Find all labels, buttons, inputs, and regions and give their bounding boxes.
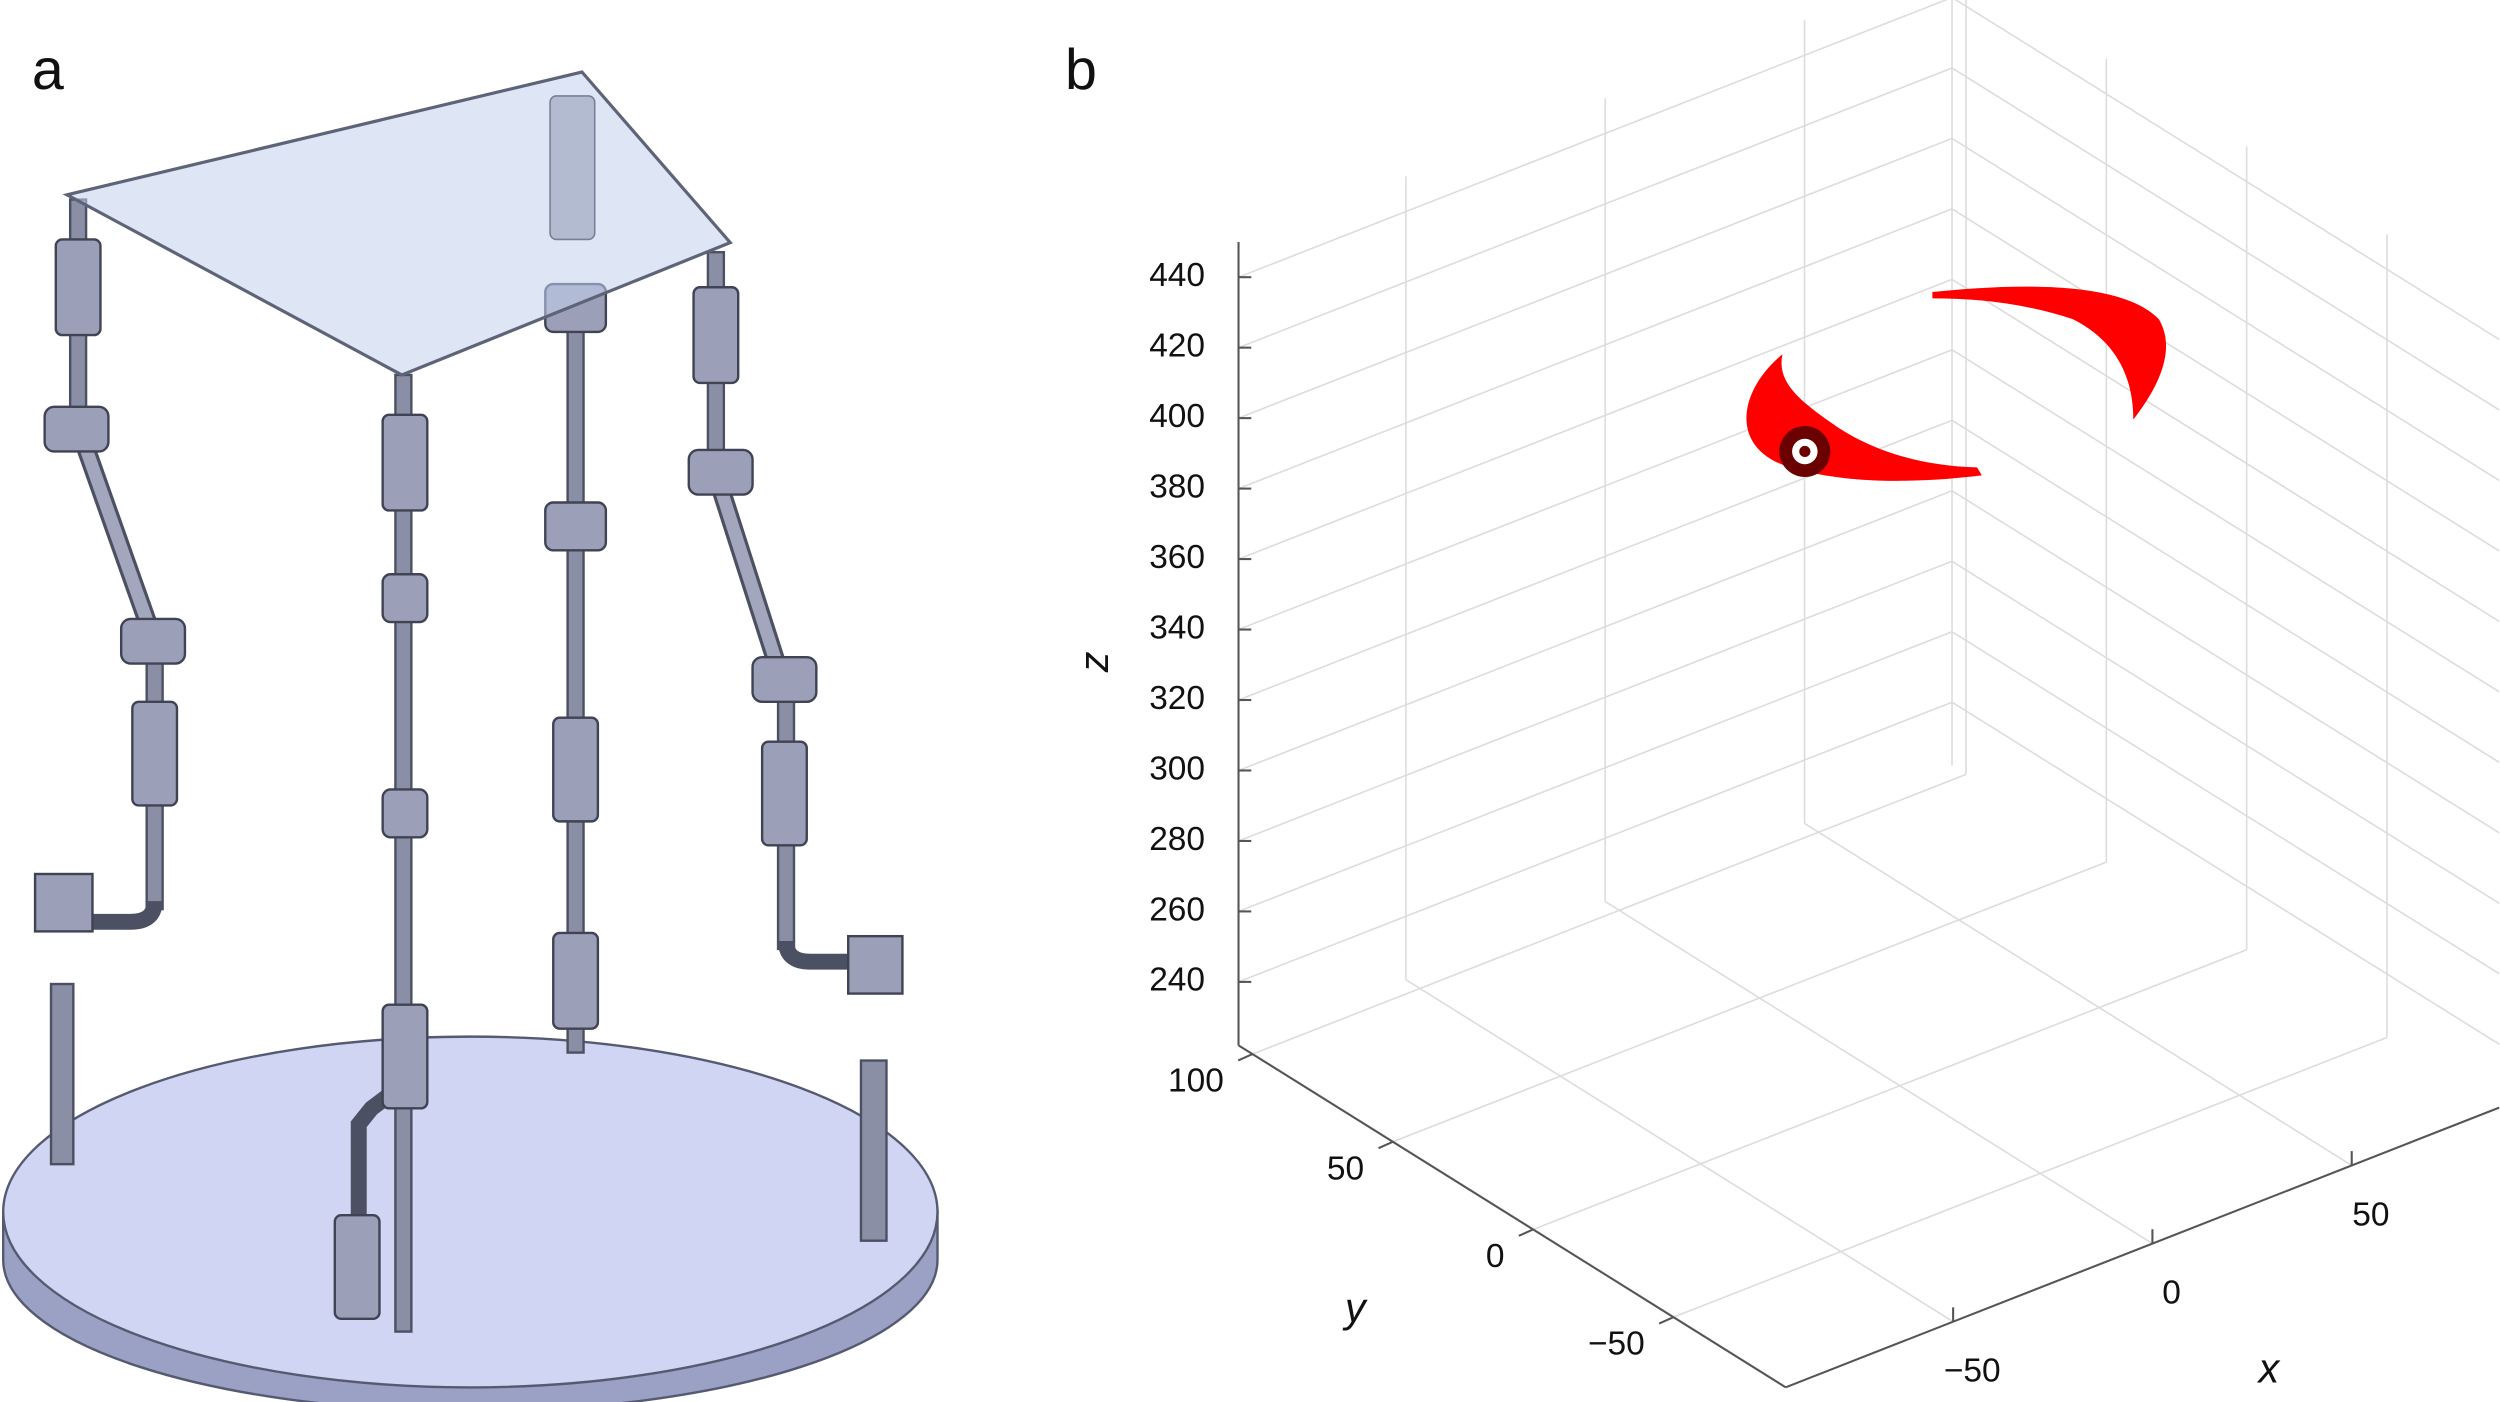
x-tick-label: 0 (2162, 1274, 2181, 1311)
grid-line (1238, 630, 1953, 913)
post (49, 982, 75, 1166)
joint (549, 95, 596, 241)
y-axis-label: y (1342, 1284, 1368, 1331)
z-tick-label: 260 (1149, 891, 1205, 928)
grid-line (1951, 560, 2500, 904)
z-tick-label: 280 (1149, 821, 1205, 858)
grid-line (1238, 0, 1948, 278)
grid-line (1951, 137, 2500, 482)
grid-line (1238, 137, 1953, 419)
grid (1238, 0, 2500, 1323)
elbow (778, 940, 861, 970)
grid-line (1392, 861, 2107, 1143)
grid-line (1238, 278, 1953, 560)
y-tick-label: 100 (1168, 1063, 1224, 1100)
y-tick-label: 0 (1486, 1238, 1505, 1275)
post (859, 1059, 888, 1242)
top-plate (62, 70, 733, 377)
z-tick-label: 240 (1149, 962, 1205, 999)
z-tick-label: 420 (1149, 327, 1205, 364)
grid-line (1954, 0, 2500, 341)
z-tick-label: 380 (1149, 468, 1205, 505)
hinge (687, 448, 754, 496)
z-tick-label: 300 (1149, 750, 1205, 787)
x-tick-label: −50 (1944, 1353, 2001, 1390)
link (711, 476, 788, 680)
joint (552, 931, 600, 1030)
tick-mark (1658, 1316, 1674, 1325)
link (73, 428, 160, 641)
grid-line (1951, 701, 2500, 1045)
robot-model (1, 70, 939, 1402)
hinge (43, 405, 110, 453)
panel-label: b (1065, 38, 1097, 102)
workspace (1746, 286, 2167, 481)
x-tick-label: 50 (2352, 1196, 2389, 1233)
z-tick-label: 320 (1149, 680, 1205, 717)
end-block (847, 934, 904, 995)
grid-line (1951, 208, 2500, 552)
elbow (79, 900, 163, 930)
grid-line (1238, 490, 1953, 772)
grid-line (1238, 349, 1953, 631)
z-tick-label: 400 (1149, 398, 1205, 435)
joint (760, 740, 808, 847)
grid-line (1238, 208, 1953, 490)
joint (54, 238, 102, 337)
grid-line (1951, 419, 2500, 763)
joint (131, 700, 179, 807)
x-axis (1785, 1106, 2500, 1389)
x-axis-label: x (2256, 1344, 2280, 1391)
grid-line (1405, 979, 1954, 1323)
z-tick-label: 340 (1149, 609, 1205, 646)
grid-line (1673, 1036, 2388, 1318)
grid-line (1252, 773, 1967, 1055)
tick-mark (1378, 1140, 1394, 1150)
joint (692, 286, 740, 385)
joint (333, 1213, 381, 1321)
joint (552, 716, 600, 823)
y-axis (1237, 1044, 1787, 1389)
grid-line (1238, 701, 1953, 983)
grid-line (1532, 949, 2247, 1231)
hinge (119, 617, 187, 665)
rod (394, 373, 413, 1333)
grid-line (1951, 278, 2500, 623)
joint (381, 413, 429, 512)
tick-mark (1518, 1228, 1534, 1237)
hinge (381, 788, 429, 839)
grid-line (1951, 349, 2500, 693)
panel-label: a (32, 38, 64, 102)
z-tick-label: 440 (1149, 257, 1205, 294)
tick-mark (1237, 1053, 1253, 1062)
end-block (33, 872, 94, 933)
grid-line (1951, 67, 2500, 411)
z-tick-label: 360 (1149, 539, 1205, 576)
base-plate (1, 1035, 939, 1389)
grid-line (1238, 67, 1953, 349)
y-tick-label: −50 (1588, 1326, 1645, 1363)
grid-line (1951, 631, 2500, 975)
grid-line (1951, 490, 2500, 834)
grid-line (1804, 822, 2353, 1167)
hinge (751, 655, 818, 703)
joint (381, 1003, 429, 1110)
grid-line (1238, 560, 1953, 842)
hinge (381, 573, 429, 624)
y-tick-label: 50 (1327, 1150, 1364, 1187)
grid-line (1604, 900, 2153, 1245)
z-axis-label: z (1070, 651, 1117, 673)
marker (1799, 445, 1811, 458)
hinge (544, 501, 608, 552)
workspace-region (1932, 286, 2167, 420)
